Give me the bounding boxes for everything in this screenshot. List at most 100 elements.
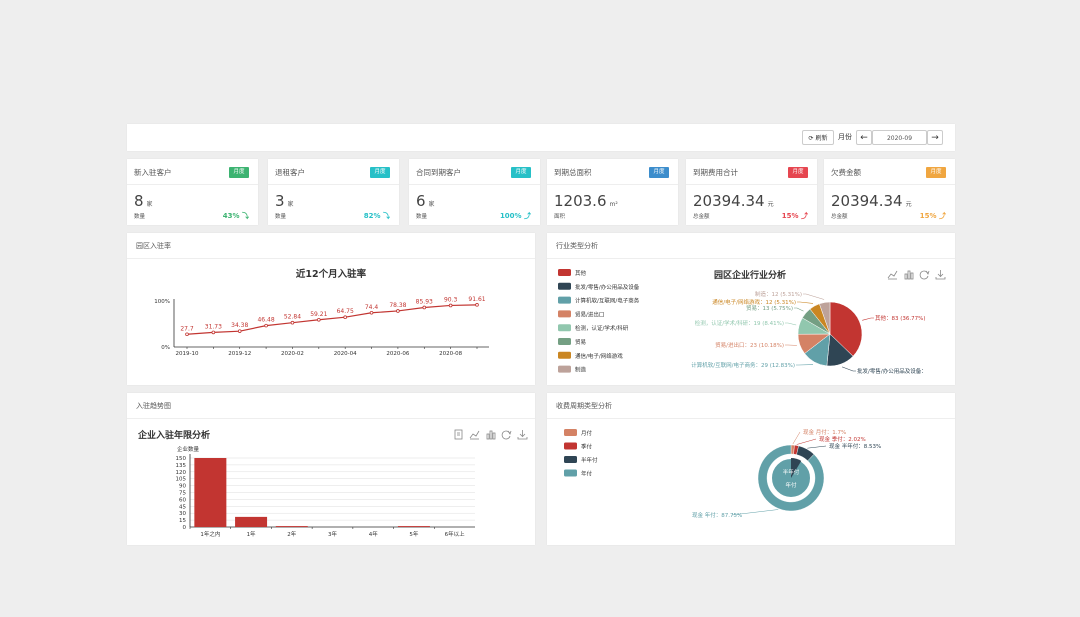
stat-card-arrears: 欠费金额 月度 20394.34 元 总金额 15% ⤴ (824, 159, 955, 225)
prev-month-button[interactable]: ← (856, 130, 872, 145)
icon-shape (887, 270, 898, 279)
y-tick-label: 135 (176, 463, 187, 469)
icon-shape (454, 429, 463, 440)
label-line (803, 293, 825, 300)
x-tick-label: 2019-12 (228, 351, 251, 357)
label-line (797, 301, 814, 304)
slice-label: 现金 年付：87.75% (692, 511, 742, 519)
y-tick-label: 30 (179, 511, 186, 517)
data-label: 27.7 (180, 325, 194, 332)
panel-title: 园区入驻率 (136, 242, 171, 250)
card-percent: 43% ⤵ (222, 212, 249, 220)
label-line (807, 445, 827, 449)
data-point (185, 332, 189, 337)
card-percent: 82% ⤵ (363, 212, 390, 220)
pie-slice (829, 301, 863, 357)
data-point (396, 309, 400, 313)
bar-chart-icon[interactable] (904, 270, 914, 280)
card-title: 到期总面积 (554, 168, 592, 177)
bar (275, 526, 308, 527)
panel-header: 行业类型分析 (547, 233, 955, 259)
card-title: 欠费金额 (831, 168, 861, 177)
icon-shape (469, 430, 480, 439)
bar (194, 458, 227, 527)
legend-swatch (564, 429, 577, 436)
data-label: 31.73 (205, 323, 222, 330)
data-view-icon[interactable] (454, 429, 463, 440)
y-tick-label: 100% (154, 299, 170, 305)
value-unit: 家 (146, 201, 153, 208)
x-tick-label: 4年 (369, 530, 378, 538)
data-point (211, 330, 216, 335)
y-tick-label: 15 (179, 518, 186, 524)
card-subtitle: 数量 (416, 214, 428, 220)
value-unit: 家 (428, 201, 435, 208)
slice-label: 贸易/进出口：23 (10.18%) (715, 341, 784, 349)
value-number: 6 (416, 192, 426, 210)
y-tick-label: 0 (183, 525, 187, 531)
panel-title: 行业类型分析 (556, 242, 598, 250)
data-label: 34.38 (231, 322, 248, 329)
slice-label: 现金 半年付：8.53% (829, 442, 881, 450)
data-point (475, 303, 479, 307)
card-subtitle: 总金额 (831, 214, 848, 220)
card-value: 20394.34 元 (693, 192, 774, 210)
data-point (369, 310, 374, 315)
month-picker[interactable]: 2020-09 (872, 130, 927, 145)
label-line (785, 322, 797, 326)
value-number: 3 (275, 192, 285, 210)
x-tick-label: 2020-08 (439, 351, 462, 357)
x-tick-label: 6年以上 (445, 530, 465, 538)
data-point (343, 315, 347, 320)
legend-label: 其他 (575, 269, 587, 277)
legend-label: 通信/电子/网络游戏 (575, 352, 623, 360)
label-line (841, 366, 856, 372)
card-title: 退租客户 (275, 168, 305, 177)
y-tick-label: 45 (179, 504, 186, 510)
period-label: 月份 (838, 133, 852, 141)
download-icon[interactable] (935, 270, 946, 280)
occupancy-panel: 园区入驻率 近12个月入驻率 100% 0% 2019-10 2019-12 2020-0… (127, 233, 535, 385)
icon-shape (517, 437, 528, 440)
next-month-button[interactable]: → (927, 130, 943, 145)
legend-swatch (558, 296, 571, 304)
bar (397, 526, 430, 527)
data-label: 85.93 (416, 298, 433, 305)
slice-label: 现金 季付：2.02% (819, 435, 866, 443)
divider (547, 184, 678, 185)
line-chart-icon[interactable] (887, 270, 898, 280)
refresh-icon[interactable] (919, 270, 930, 280)
label-line (731, 509, 779, 516)
legend-swatch (558, 269, 571, 276)
period-badge: 月度 (370, 167, 390, 178)
legend-swatch (558, 351, 571, 359)
trend-panel: 入驻趋势图 企业入驻年限分析 企业数量 0 15 30 45 60 75 90 105 120 135… (127, 393, 535, 545)
value-unit: 家 (287, 201, 294, 208)
slice-label: 其他：83 (36.77%) (875, 314, 926, 322)
period-badge: 月度 (649, 167, 669, 178)
data-label: 78.38 (389, 302, 406, 309)
occupancy-line-chart: 近12个月入驻率 100% 0% 2019-10 2019-12 2020-02 2020-… (154, 268, 489, 357)
refresh-icon[interactable] (501, 430, 512, 440)
legend-label: 批发/零售/办公用品及设备 (575, 283, 640, 291)
data-point (237, 329, 242, 333)
download-icon[interactable] (517, 430, 528, 440)
value-unit: m² (609, 201, 618, 208)
card-subtitle: 数量 (275, 214, 287, 220)
panel-header: 园区入驻率 (127, 233, 535, 259)
bar-chart-icon[interactable] (486, 430, 496, 440)
refresh-button[interactable]: ⟳ 刷新 (802, 130, 834, 145)
legend-swatch (564, 469, 577, 477)
card-value: 1203.6 m² (554, 192, 618, 210)
slice-label: 通信/电子/网络游戏：12 (5.31%) (712, 298, 796, 306)
line-chart-icon[interactable] (469, 430, 480, 440)
data-label: 52.84 (284, 314, 301, 321)
x-tick-label: 2020-06 (386, 351, 409, 357)
legend-label: 贸易/进出口 (575, 310, 604, 318)
y-tick-label: 120 (176, 470, 187, 476)
icon-shape (489, 430, 493, 440)
